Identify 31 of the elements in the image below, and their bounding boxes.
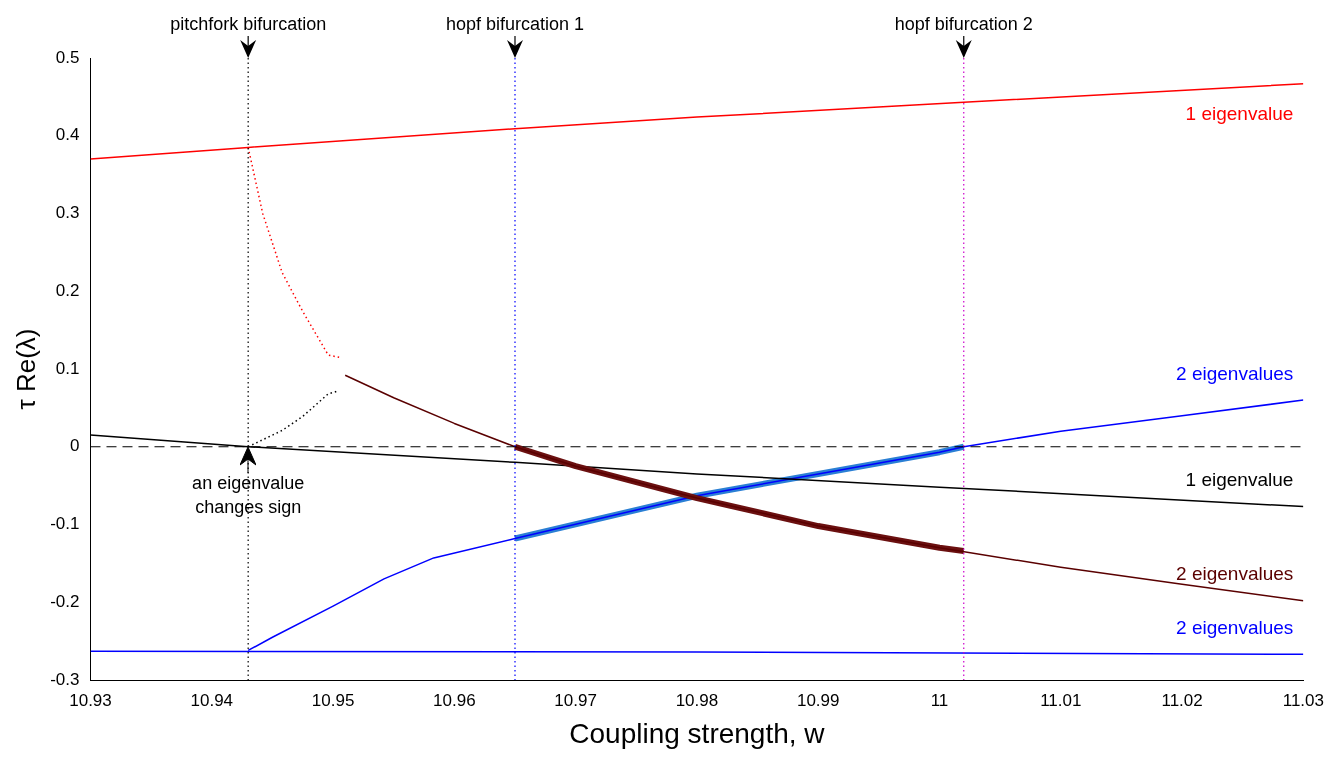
- ref-line-label: hopf bifurcation 2: [894, 13, 1033, 34]
- y-tick-label: -0.1: [50, 514, 80, 534]
- x-tick-label: 10.98: [675, 690, 719, 710]
- y-tick-label: 0: [70, 436, 80, 456]
- y-tick-label: 0.2: [55, 280, 80, 300]
- x-tick-label: 10.93: [69, 690, 112, 710]
- y-tick-label: 0.1: [55, 358, 80, 378]
- y-axis-title: τ Re(λ): [10, 328, 41, 410]
- x-axis-title: Coupling strength, w: [569, 717, 826, 749]
- ref-line-label: pitchfork bifurcation: [170, 13, 327, 34]
- annotation: an eigenvalue changes sign: [192, 472, 305, 517]
- x-tick-label: 10.97: [554, 690, 597, 710]
- y-tick-label: -0.2: [50, 591, 80, 611]
- series-label: 1 eigenvalue: [1185, 469, 1294, 491]
- y-tick-label: 0.3: [55, 203, 80, 223]
- y-tick-label: 0.4: [55, 125, 80, 145]
- x-tick-label: 10.95: [311, 690, 355, 710]
- y-tick-label: -0.3: [50, 669, 80, 689]
- ref-line-label: hopf bifurcation 1: [445, 13, 585, 34]
- y-tick-label: 0.5: [55, 47, 80, 67]
- x-tick-label: 10.99: [796, 690, 840, 710]
- series-label: 2 eigenvalues: [1176, 617, 1294, 639]
- x-tick-label: 11: [930, 690, 949, 710]
- x-tick-label: 10.96: [433, 690, 476, 710]
- series-label: 1 eigenvalue: [1185, 103, 1294, 125]
- x-tick-label: 10.94: [190, 690, 234, 710]
- series-label: 2 eigenvalues: [1176, 362, 1294, 384]
- x-tick-label: 11.03: [1282, 690, 1324, 710]
- series-label: 2 eigenvalues: [1176, 563, 1294, 585]
- x-tick-label: 11.02: [1161, 690, 1203, 710]
- x-tick-label: 11.01: [1040, 690, 1082, 710]
